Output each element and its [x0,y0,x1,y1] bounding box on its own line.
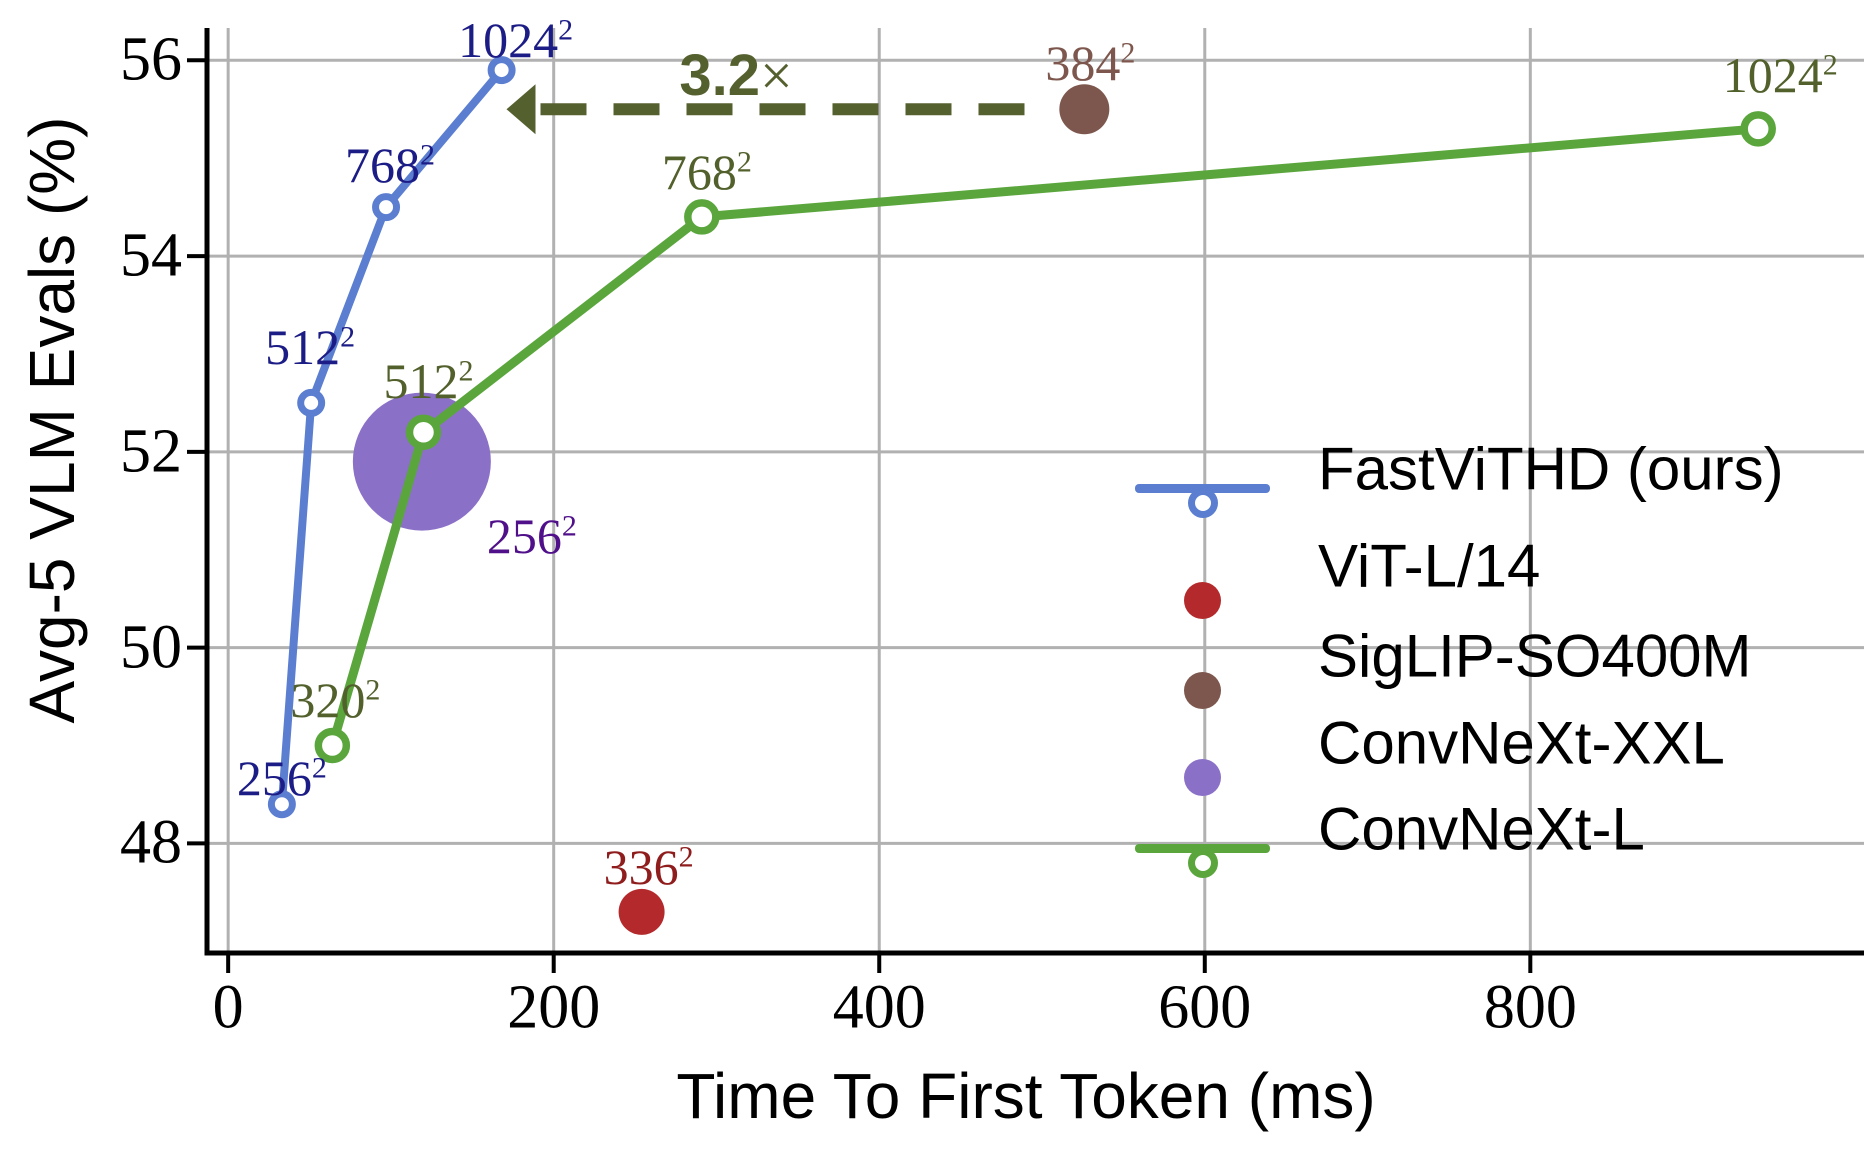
legend-dot [1184,671,1221,709]
point-label-1024: 10242 [1722,46,1838,103]
point-label-336: 3362 [603,838,694,895]
x-tick-label-0: 0 [212,973,244,1042]
legend-line-marker-icon [1135,483,1270,518]
legend-label: FastViTHD (ours) [1318,435,1784,502]
series-convnext-xxl [352,392,491,531]
point-label-512: 5122 [383,353,474,410]
marker-open-circle [1740,111,1776,147]
point-label-1024: 10242 [458,12,574,69]
legend-label: ConvNeXt-L [1318,795,1645,862]
y-tick-label-48: 48 [120,808,182,877]
speedup-annotation: 3.2× [679,46,792,105]
gridlines [207,28,1864,953]
legend-open-circle [1187,488,1218,518]
marker-open-circle [297,388,326,417]
series-fastvithd-ours- [267,56,516,819]
x-axis-title: Time To First Token (ms) [676,1060,1376,1132]
x-tick-label-800: 800 [1483,973,1577,1042]
point-label-768: 7682 [345,137,436,194]
legend-dot [1184,581,1221,619]
marker-dot [1059,84,1110,135]
point-label-768: 7682 [661,143,752,200]
times-symbol: × [759,42,793,108]
axes [187,28,1864,973]
marker-open-circle [405,414,442,451]
point-label-384: 3842 [1045,35,1136,92]
marker-open-circle [267,790,296,819]
marker-open-circle [314,727,351,764]
x-tick-label-400: 400 [832,973,926,1042]
arrow-head [506,84,536,135]
y-axis-title: Avg-5 VLM Evals (%) [16,116,88,724]
legend-label: ViT-L/14 [1318,532,1541,599]
legend-dot [1184,758,1221,796]
legend-open-circle [1187,848,1218,878]
x-tick-label-200: 200 [507,973,601,1042]
marker-dot [352,392,491,531]
point-label-512: 5122 [265,318,356,375]
speedup-value: 3.2 [679,42,760,108]
point-label-256: 2562 [236,750,327,807]
y-tick-label-56: 56 [120,25,182,94]
point-label-256: 2562 [486,507,577,564]
series-convnext-l [314,111,1776,764]
series-line [277,66,506,809]
y-tick-label-50: 50 [120,613,182,682]
series-vit-l-14 [618,888,665,935]
legend-label: SigLIP-SO400M [1318,622,1752,689]
x-tick-label-600: 600 [1158,973,1252,1042]
y-tick-label-52: 52 [120,417,182,486]
series-siglip-so400m [1059,84,1110,135]
marker-open-circle [684,199,720,235]
point-label-320: 3202 [290,672,381,729]
marker-open-circle [487,56,516,85]
y-tick-label-54: 54 [120,221,182,290]
legend-line-marker-icon [1135,843,1270,878]
legend-label: ConvNeXt-XXL [1318,709,1725,776]
series-line [327,124,1763,750]
marker-dot [618,888,665,935]
speedup-arrow [506,84,1041,135]
marker-open-circle [372,193,401,222]
